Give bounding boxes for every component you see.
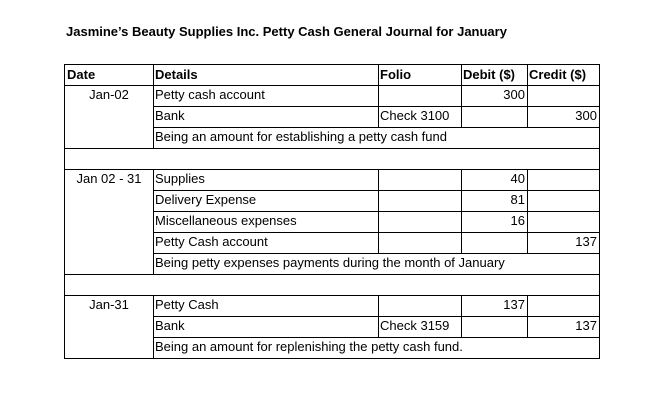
date-cell: Jan-02 xyxy=(64,85,154,149)
debit-cell: 40 xyxy=(461,169,528,191)
folio-cell xyxy=(378,211,462,233)
debit-cell: 81 xyxy=(461,190,528,212)
debit-cell xyxy=(461,316,528,338)
credit-cell xyxy=(527,85,600,107)
blank-row xyxy=(64,148,600,170)
details-cell: Bank xyxy=(153,316,379,338)
narration-cell: Being petty expenses payments during the… xyxy=(153,253,600,275)
details-cell: Petty Cash xyxy=(153,295,379,317)
folio-cell: Check 3100 xyxy=(378,106,462,128)
details-cell: Miscellaneous expenses xyxy=(153,211,379,233)
credit-cell xyxy=(527,211,600,233)
folio-cell xyxy=(378,169,462,191)
credit-cell: 137 xyxy=(527,316,600,338)
credit-cell xyxy=(527,169,600,191)
header-cell: Credit ($) xyxy=(527,64,600,86)
header-cell: Debit ($) xyxy=(461,64,528,86)
journal-title: Jasmine’s Beauty Supplies Inc. Petty Cas… xyxy=(66,24,507,39)
header-cell: Date xyxy=(64,64,154,86)
details-cell: Petty cash account xyxy=(153,85,379,107)
blank-row xyxy=(64,274,600,296)
details-cell: Bank xyxy=(153,106,379,128)
debit-cell: 300 xyxy=(461,85,528,107)
credit-cell xyxy=(527,295,600,317)
date-cell: Jan-31 xyxy=(64,295,154,359)
folio-cell xyxy=(378,295,462,317)
header-cell: Details xyxy=(153,64,379,86)
debit-cell: 16 xyxy=(461,211,528,233)
header-cell: Folio xyxy=(378,64,462,86)
debit-cell: 137 xyxy=(461,295,528,317)
credit-cell: 300 xyxy=(527,106,600,128)
narration-cell: Being an amount for replenishing the pet… xyxy=(153,337,600,359)
debit-cell xyxy=(461,232,528,254)
credit-cell: 137 xyxy=(527,232,600,254)
folio-cell xyxy=(378,190,462,212)
details-cell: Supplies xyxy=(153,169,379,191)
date-cell: Jan 02 - 31 xyxy=(64,169,154,275)
details-cell: Delivery Expense xyxy=(153,190,379,212)
details-cell: Petty Cash account xyxy=(153,232,379,254)
credit-cell xyxy=(527,190,600,212)
journal-table: Date Details Folio Debit ($) Credit ($) Jan-0… xyxy=(64,64,600,359)
folio-cell: Check 3159 xyxy=(378,316,462,338)
folio-cell xyxy=(378,232,462,254)
debit-cell xyxy=(461,106,528,128)
narration-cell: Being an amount for establishing a petty… xyxy=(153,127,600,149)
folio-cell xyxy=(378,85,462,107)
